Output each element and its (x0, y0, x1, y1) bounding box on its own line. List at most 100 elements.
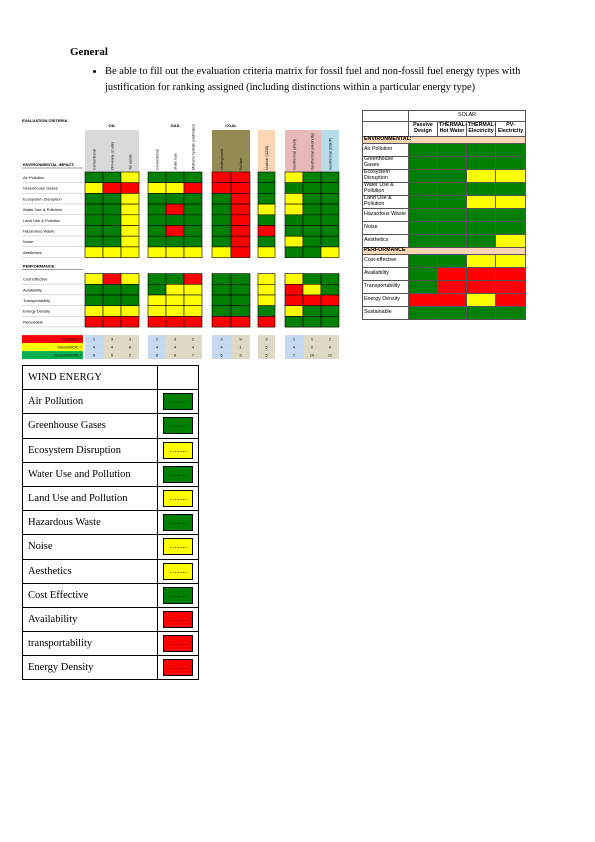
row: Noise ……. (22, 534, 199, 560)
cell (284, 294, 304, 306)
count-value: 7 (293, 353, 296, 358)
row: Greenhouse Gases (362, 156, 527, 170)
cell (408, 143, 438, 157)
row-label: Transportability (23, 298, 50, 303)
swatch: ……. (163, 465, 193, 483)
group-label: COAL (225, 123, 237, 128)
count-value: 4 (192, 345, 195, 350)
row-label: Aesthetics (362, 234, 409, 248)
row: Aesthetics ……. (22, 558, 199, 584)
row-label: Transportability (362, 280, 409, 294)
count-value: 3 (111, 337, 114, 342)
count-value: 2 (192, 337, 195, 342)
cell (211, 193, 232, 205)
count-cell (285, 351, 303, 360)
row-label: Renewable (23, 319, 44, 324)
cell (84, 193, 104, 205)
cell (147, 193, 167, 205)
cell (183, 171, 203, 183)
column-label: Underground (220, 149, 224, 170)
cell (102, 284, 122, 296)
cell (147, 235, 167, 248)
cell (230, 193, 251, 205)
count-value: 10 (310, 353, 315, 358)
cell (165, 225, 185, 237)
row: Availability (362, 267, 527, 281)
blank (362, 121, 409, 137)
column-label: Conventional (156, 149, 160, 170)
row-label: Energy Density (23, 309, 50, 314)
row-label: Energy Density (22, 655, 158, 681)
row-label: Noise (23, 239, 34, 244)
cell (230, 246, 251, 258)
cell (494, 208, 527, 222)
cell (466, 156, 496, 170)
blank (362, 110, 409, 122)
count-value: 8 (156, 353, 159, 358)
cell (120, 182, 140, 194)
count-value: 7 (192, 353, 195, 358)
column-label: Passive Design (408, 121, 438, 137)
cell (230, 235, 251, 248)
column-label: Oil Heavy (crude) (111, 142, 115, 170)
cell (165, 305, 185, 317)
cell (84, 273, 104, 285)
cell (230, 273, 251, 285)
count-value: 9 (239, 337, 242, 342)
cell (320, 284, 340, 296)
column-label: Methane hydrate (clathrates) (192, 124, 196, 170)
section-label: ENVIRONMENTAL: (361, 136, 527, 144)
cell (257, 284, 276, 296)
cell (230, 203, 251, 216)
row-label: Hazardous Waste (23, 229, 55, 234)
cell (408, 267, 438, 281)
column-header-bg (85, 130, 103, 172)
cell (466, 195, 496, 209)
cell (257, 273, 276, 285)
row: Air Pollution (362, 143, 527, 157)
count-value: 6 (220, 353, 223, 358)
cell (165, 284, 185, 296)
cell (165, 273, 185, 285)
column-header-bg (258, 130, 275, 172)
cell (84, 316, 104, 328)
cell (494, 195, 527, 209)
cell (320, 235, 340, 248)
count-value: 5 (265, 345, 268, 350)
count-value: 6 (174, 353, 177, 358)
row-label: Noise (362, 221, 409, 235)
cell (211, 246, 232, 258)
row: Water Use and Pollution ……. (22, 461, 199, 487)
column-label: Tar sands (129, 154, 133, 170)
cell (437, 156, 467, 170)
cell (437, 221, 467, 235)
cell (302, 171, 322, 183)
cell (257, 182, 276, 194)
solar-title: SOLAR (407, 110, 527, 122)
cell (320, 214, 340, 226)
cell (102, 182, 122, 194)
cell (437, 254, 467, 268)
cell (120, 294, 140, 306)
row: Hazardous Waste ……. (22, 510, 199, 536)
cell (320, 203, 340, 216)
swatch-cell: ……. (157, 582, 199, 608)
cell (147, 171, 167, 183)
cell (165, 193, 185, 205)
cell (494, 280, 527, 294)
column-header-bg (231, 130, 250, 172)
cell (466, 234, 496, 248)
count-value: 2 (129, 353, 132, 358)
cell (211, 273, 232, 285)
cell (183, 225, 203, 237)
cell (211, 316, 232, 328)
cell (466, 267, 496, 281)
cell (183, 203, 203, 216)
column-label: Conventional (93, 149, 97, 170)
count-value: 4 (93, 345, 96, 350)
cell (408, 280, 438, 294)
row-label: Cost Effective (23, 277, 48, 282)
cell (147, 246, 167, 258)
cell (84, 225, 104, 237)
swatch-cell: ……. (157, 510, 199, 536)
